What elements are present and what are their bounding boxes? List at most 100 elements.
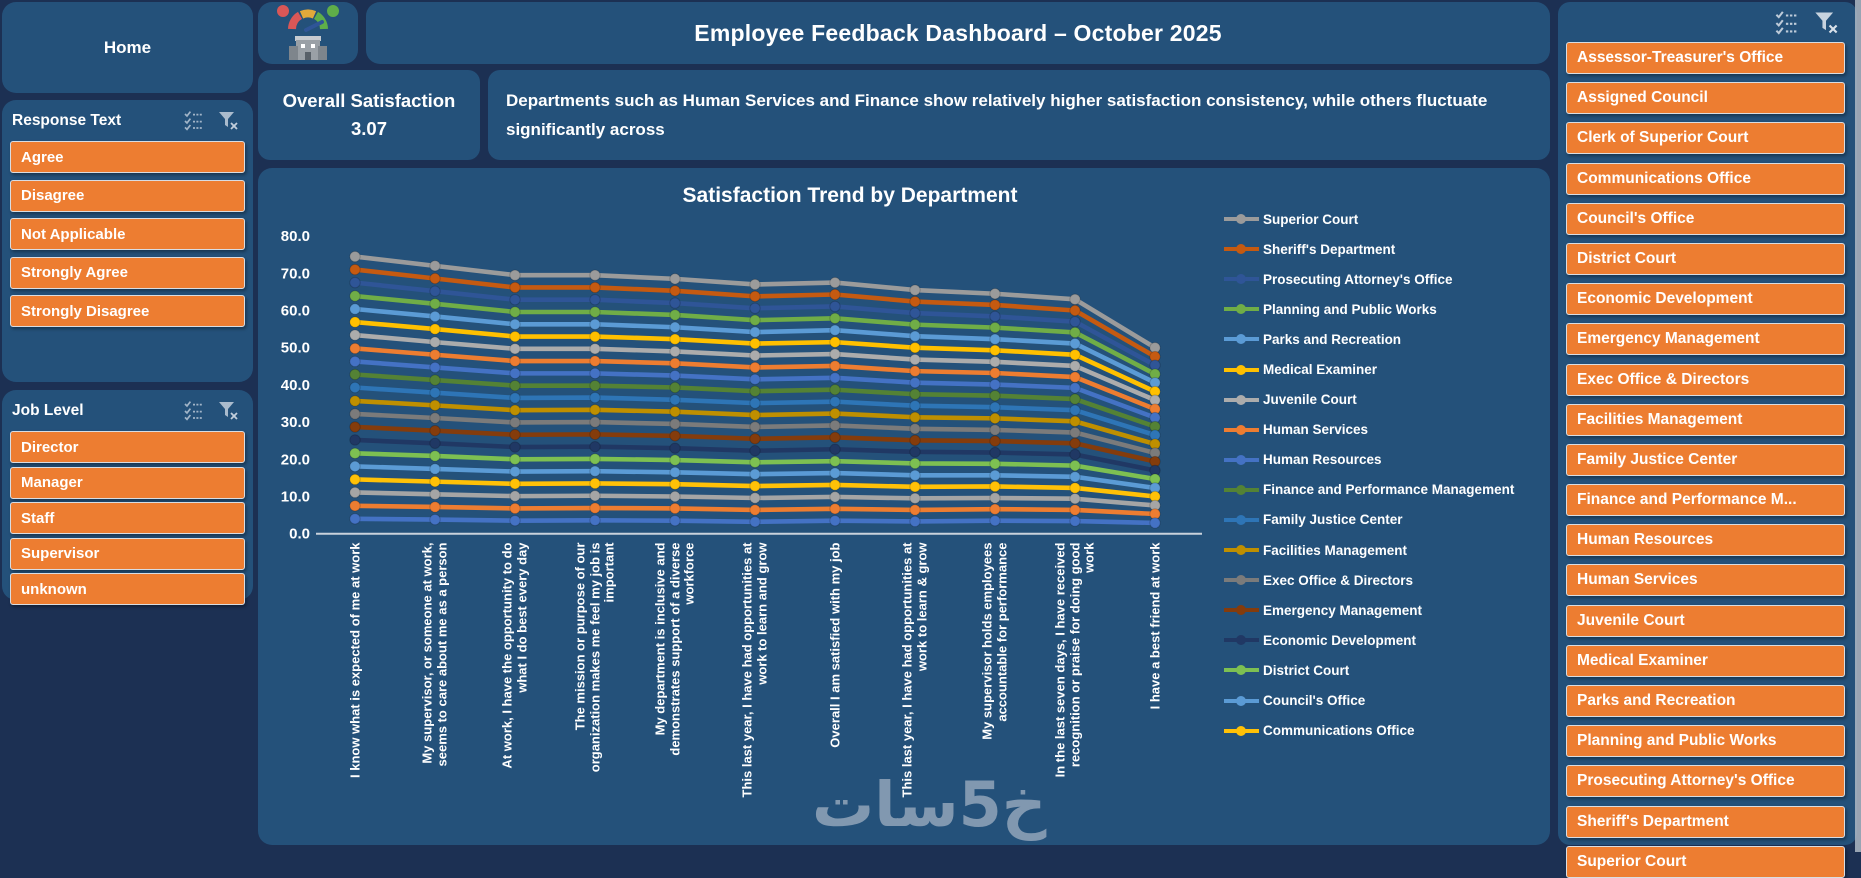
data-point xyxy=(349,316,361,328)
job-level-slicer-title: Job Level xyxy=(12,401,84,419)
series-line-7 xyxy=(349,329,1161,406)
data-point xyxy=(509,355,521,367)
data-point xyxy=(349,421,361,433)
data-point xyxy=(1069,426,1081,439)
department-option[interactable]: Juvenile Court xyxy=(1566,604,1845,637)
series-line-6 xyxy=(349,316,1161,398)
data-point xyxy=(589,428,601,441)
job-level-option[interactable]: Director xyxy=(10,431,245,463)
logo-card xyxy=(258,2,358,64)
response-text-slicer: Response Text Agree Disagree Not Applicabl… xyxy=(2,100,253,382)
legend-marker xyxy=(1224,545,1259,556)
data-point xyxy=(829,467,841,479)
data-point xyxy=(909,342,921,354)
data-point xyxy=(669,490,681,503)
job-level-option[interactable]: Supervisor xyxy=(10,537,245,570)
department-option[interactable]: Prosecuting Attorney's Office xyxy=(1566,765,1845,798)
department-option[interactable]: Finance and Performance M... xyxy=(1566,484,1845,517)
department-option[interactable]: Medical Examiner xyxy=(1566,644,1845,677)
data-point xyxy=(429,285,441,297)
data-point xyxy=(589,306,601,318)
department-option[interactable]: Assessor-Treasurer's Office xyxy=(1566,42,1845,74)
series-line-8 xyxy=(349,342,1161,415)
data-point xyxy=(509,416,521,429)
series-line-10 xyxy=(349,368,1161,433)
legend-marker xyxy=(1224,725,1259,736)
home-button[interactable]: Home xyxy=(2,2,253,93)
legend-label: District Court xyxy=(1263,662,1350,678)
data-point xyxy=(749,445,761,457)
series-line-14 xyxy=(349,421,1161,468)
data-point xyxy=(589,477,601,490)
department-option[interactable]: Family Justice Center xyxy=(1566,443,1845,476)
data-point xyxy=(429,349,441,361)
data-point xyxy=(989,344,1001,357)
clear-filter-icon[interactable] xyxy=(217,400,239,421)
department-option[interactable]: Human Services xyxy=(1566,564,1845,597)
data-point xyxy=(749,361,761,374)
response-option[interactable]: Strongly Agree xyxy=(10,256,245,289)
department-option[interactable]: Economic Development xyxy=(1566,283,1845,316)
vertical-scrollbar[interactable] xyxy=(1855,0,1861,852)
department-option[interactable]: Exec Office & Directors xyxy=(1566,363,1845,396)
trend-line-chart: 0.0 10.0 20.0 30.0 40.0 50.0 60.0 70.0 80.0 xyxy=(281,228,1202,543)
department-option[interactable]: Communications Office xyxy=(1566,162,1845,195)
data-point xyxy=(429,412,441,424)
department-option[interactable]: Facilities Management xyxy=(1566,403,1845,436)
department-slicer: Assessor-Treasurer's Office Assigned Coun… xyxy=(1558,2,1857,878)
data-point xyxy=(749,397,761,409)
clear-filter-icon[interactable] xyxy=(217,110,239,131)
data-point xyxy=(669,381,681,394)
legend-item: Medical Examiner xyxy=(1223,354,1514,384)
data-point xyxy=(909,284,921,296)
department-option[interactable]: Sheriff's Department xyxy=(1566,805,1845,838)
legend-item: Human Resources xyxy=(1223,445,1514,475)
legend-item: Emergency Management xyxy=(1223,595,1514,625)
multi-select-icon[interactable] xyxy=(1774,10,1799,35)
response-option[interactable]: Agree xyxy=(10,141,245,173)
data-point xyxy=(509,392,521,404)
legend-marker xyxy=(1224,304,1259,315)
department-option[interactable]: Assigned Council xyxy=(1566,82,1845,115)
data-point xyxy=(989,401,1001,413)
data-point xyxy=(349,303,361,315)
response-option[interactable]: Strongly Disagree xyxy=(10,295,245,327)
series-line-20 xyxy=(349,500,1161,520)
legend-marker xyxy=(1224,274,1259,285)
clear-filter-icon[interactable] xyxy=(1813,10,1839,35)
department-option[interactable]: Clerk of Superior Court xyxy=(1566,122,1845,155)
multi-select-icon[interactable] xyxy=(183,400,204,421)
data-point xyxy=(509,367,521,380)
data-point xyxy=(829,360,841,372)
legend-label: Communications Office xyxy=(1263,723,1415,739)
department-option[interactable]: Emergency Management xyxy=(1566,323,1845,356)
job-level-option[interactable]: unknown xyxy=(10,573,245,605)
data-point xyxy=(989,412,1001,425)
data-point xyxy=(749,492,761,504)
legend-marker xyxy=(1224,364,1259,375)
data-point xyxy=(589,379,601,392)
data-point xyxy=(1069,371,1081,383)
data-point xyxy=(429,488,441,500)
data-point xyxy=(349,486,361,499)
legend-marker xyxy=(1224,394,1259,405)
data-point xyxy=(989,367,1001,379)
department-option[interactable]: Parks and Recreation xyxy=(1566,685,1845,717)
response-option[interactable]: Disagree xyxy=(10,179,245,212)
department-option[interactable]: Superior Court xyxy=(1566,845,1845,878)
page-title: Employee Feedback Dashboard – October 20… xyxy=(694,19,1222,46)
data-point xyxy=(349,434,361,446)
job-level-option[interactable]: Staff xyxy=(10,502,245,534)
multi-select-icon[interactable] xyxy=(183,110,204,131)
data-point xyxy=(909,295,921,308)
legend-item: Economic Development xyxy=(1223,625,1514,655)
data-point xyxy=(429,272,441,285)
department-option[interactable]: Planning and Public Works xyxy=(1566,725,1845,758)
response-option[interactable]: Not Applicable xyxy=(10,218,245,250)
job-level-option[interactable]: Manager xyxy=(10,466,245,499)
department-option[interactable]: District Court xyxy=(1566,242,1845,275)
department-option[interactable]: Council's Office xyxy=(1566,202,1845,235)
department-option[interactable]: Human Resources xyxy=(1566,524,1845,557)
data-point xyxy=(669,309,681,321)
legend-label: Parks and Recreation xyxy=(1263,331,1402,347)
